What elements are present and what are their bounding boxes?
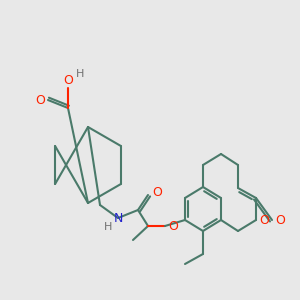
Text: O: O xyxy=(259,214,269,226)
Text: O: O xyxy=(168,220,178,232)
Text: O: O xyxy=(63,74,73,86)
Text: O: O xyxy=(275,214,285,226)
Text: O: O xyxy=(35,94,45,106)
Text: H: H xyxy=(104,222,112,232)
Text: N: N xyxy=(113,212,123,224)
Text: O: O xyxy=(152,185,162,199)
Text: H: H xyxy=(76,69,84,79)
